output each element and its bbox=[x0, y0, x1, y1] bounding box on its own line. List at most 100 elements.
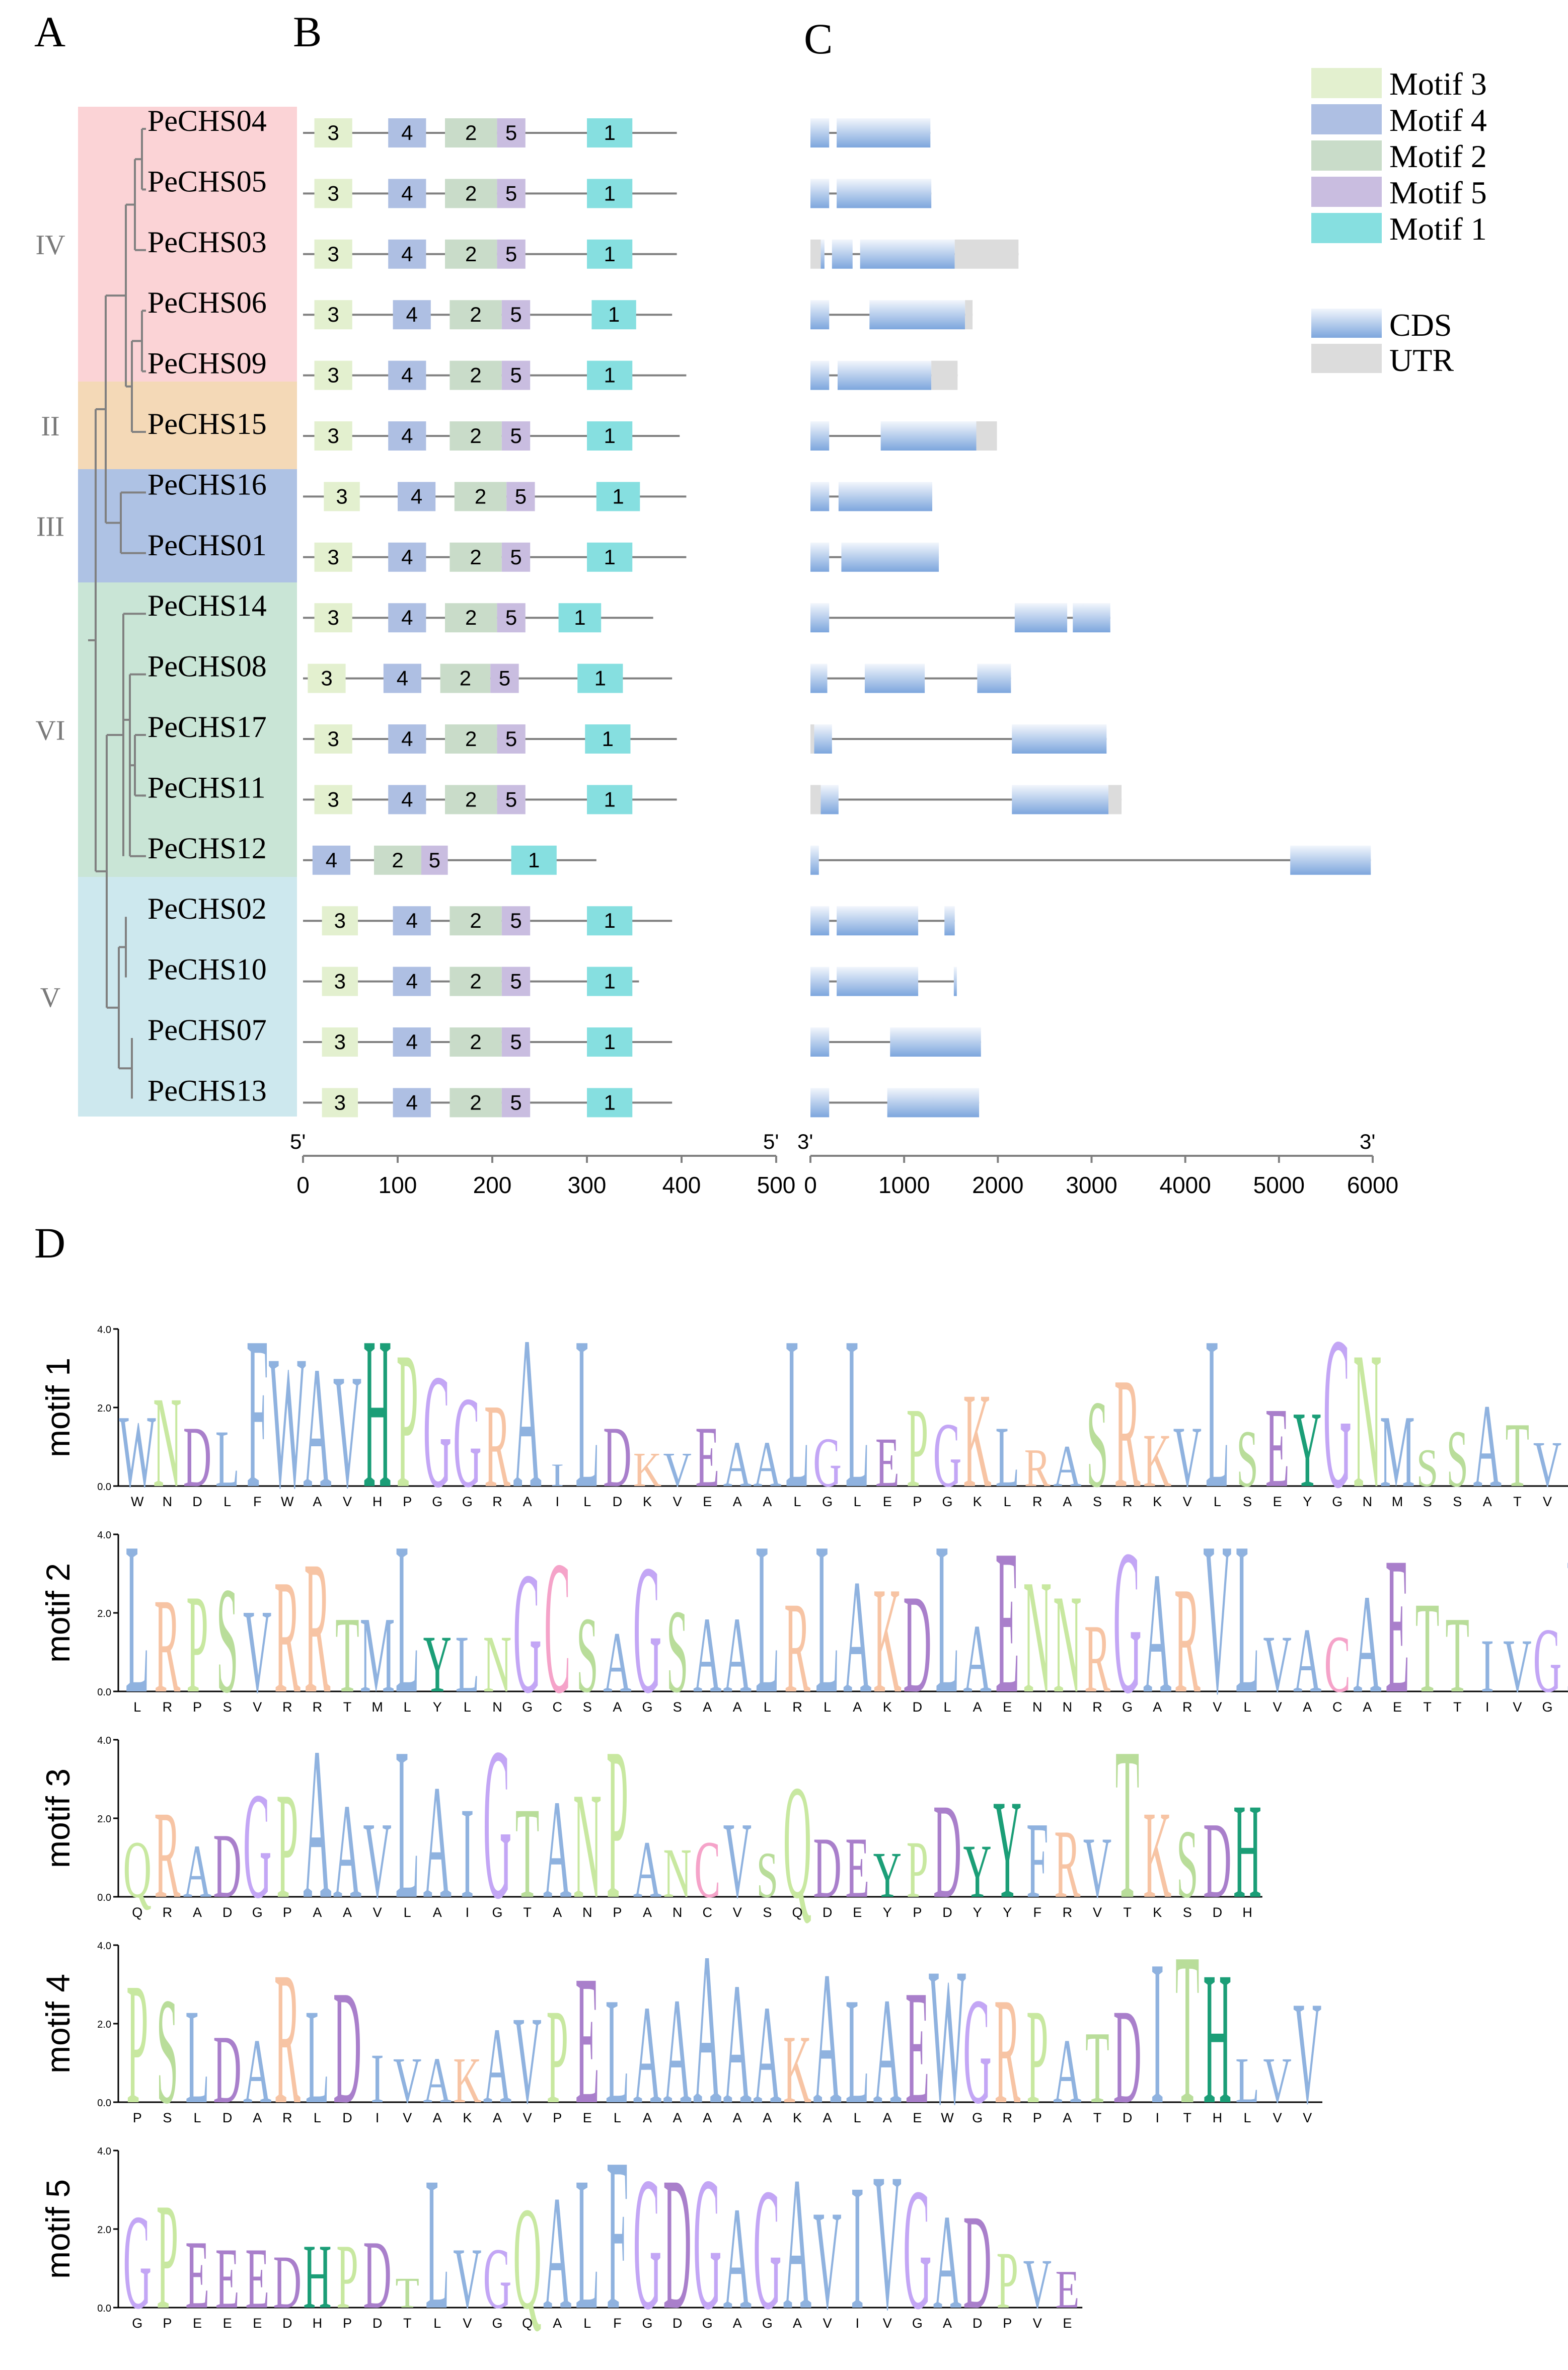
gene-name-PeCHS05: PeCHS05 bbox=[147, 165, 267, 198]
logo-letter: L bbox=[785, 1293, 809, 1534]
scale-axes: 0 100 200 300 400 500 5' 5' 0 1000 2000 3000 4000 500… bbox=[290, 1130, 1398, 1198]
motif-axis-tick-label: 100 bbox=[379, 1172, 417, 1198]
logo-consensus-letter: L bbox=[223, 1494, 231, 1509]
logo-letter: A bbox=[633, 1976, 661, 2133]
gene-structure-PeCHS17 bbox=[810, 724, 1107, 754]
logo-letter: E bbox=[575, 1937, 600, 2142]
motif-1-label: 1 bbox=[604, 787, 615, 811]
logo-consensus-letter: A bbox=[613, 1699, 622, 1715]
logo-letter: L bbox=[456, 1618, 480, 1710]
logo-y-tick-label: 4.0 bbox=[97, 1735, 111, 1746]
logo-consensus-letter: W bbox=[131, 1494, 144, 1509]
logo-letter: F bbox=[607, 2114, 628, 2355]
logo-consensus-letter: T bbox=[1123, 1905, 1132, 1920]
logo-consensus-letter: K bbox=[643, 1494, 652, 1509]
motif-axis-end-left: 5' bbox=[290, 1130, 306, 1153]
motif-2-label: 2 bbox=[392, 848, 403, 872]
cds-exon bbox=[814, 724, 832, 754]
logo-consensus-letter: L bbox=[433, 2316, 441, 2331]
logo-consensus-letter: G bbox=[942, 1494, 952, 1509]
logo-letter: A bbox=[303, 1331, 331, 1524]
logo-letter: Y bbox=[873, 1839, 902, 1911]
motif-5-box bbox=[501, 967, 531, 996]
logo-letter: S bbox=[216, 1556, 238, 1725]
logo-consensus-letter: R bbox=[492, 1494, 502, 1509]
logo-letter: V bbox=[1203, 1498, 1231, 1739]
logo-consensus-letter: Y bbox=[1003, 1905, 1012, 1920]
gene-structure-PeCHS13 bbox=[810, 1088, 980, 1118]
logo-letter: V bbox=[813, 2181, 841, 2338]
motif-1-box bbox=[587, 239, 633, 269]
logo-consensus-letter: A bbox=[1363, 1699, 1372, 1715]
logo-letter: P bbox=[397, 1311, 418, 1529]
logo-letter: A bbox=[423, 2044, 452, 2117]
motif-row-PeCHS11: 3 4 2 5 1 bbox=[303, 785, 677, 814]
logo-consensus-letter: D bbox=[673, 2316, 683, 2331]
logo-consensus-letter: A bbox=[1153, 1699, 1162, 1715]
clade-label-V: V bbox=[40, 982, 60, 1013]
motif-1-box bbox=[511, 845, 557, 875]
logo-consensus-letter: A bbox=[643, 2110, 652, 2125]
logo-consensus-letter: A bbox=[643, 1905, 652, 1920]
cds-exon bbox=[820, 239, 825, 269]
logo-letter: P bbox=[997, 2235, 1018, 2326]
motif-2-box bbox=[445, 239, 497, 269]
logo-consensus-letter: E bbox=[913, 2110, 922, 2125]
motif-2-box bbox=[450, 906, 502, 936]
motif-3-label: 3 bbox=[327, 545, 339, 569]
gene-structure-panel bbox=[810, 118, 1371, 1118]
sequence-logos: motif 10.02.04.0WW NN DD LL FF WW AA VV HH PP GG GG… bbox=[39, 1293, 1568, 2355]
logo-consensus-letter: D bbox=[913, 1699, 923, 1715]
logo-letter: T bbox=[1115, 1704, 1140, 1945]
logo-letter: R bbox=[1054, 1810, 1080, 1918]
logo-letter: G bbox=[1323, 1293, 1352, 1534]
cds-exon bbox=[977, 663, 1011, 693]
logo-title: motif 4 bbox=[39, 1974, 77, 2073]
cds-exon bbox=[944, 906, 955, 936]
logo-letter: R bbox=[1084, 1605, 1110, 1713]
gene-name-PeCHS07: PeCHS07 bbox=[147, 1013, 267, 1047]
motif-3-box bbox=[314, 785, 352, 814]
legend-swatch-motif1 bbox=[1311, 213, 1382, 243]
logo-letter: W bbox=[929, 1927, 966, 2145]
logo-consensus-letter: G bbox=[642, 1699, 652, 1715]
cds-exon bbox=[837, 906, 919, 936]
cds-exon bbox=[953, 967, 957, 996]
motif-row-PeCHS15: 3 4 2 5 1 bbox=[303, 421, 680, 451]
motif-1-label: 1 bbox=[612, 484, 624, 508]
logo-letter: E bbox=[1265, 1384, 1290, 1511]
logo-letter: I bbox=[461, 1780, 474, 1925]
motif-5-box bbox=[497, 785, 526, 814]
gene-axis-tick-label: 4000 bbox=[1159, 1172, 1211, 1198]
logo-letter: T bbox=[1445, 1595, 1469, 1716]
logo-letter: L bbox=[1206, 1293, 1230, 1534]
panel-label-a: A bbox=[34, 8, 65, 56]
motif-3-label: 3 bbox=[327, 181, 339, 205]
clade-label-II: II bbox=[41, 411, 59, 442]
logo-letter: D bbox=[183, 1409, 211, 1506]
motif-4-box bbox=[393, 967, 431, 996]
motif-2-label: 2 bbox=[465, 727, 477, 751]
logo-consensus-letter: S bbox=[1183, 1905, 1192, 1920]
logo-letter: L bbox=[995, 1409, 1019, 1506]
logo-letter: G bbox=[243, 1761, 271, 1930]
motif-3-box bbox=[314, 239, 352, 269]
motif-3-label: 3 bbox=[336, 484, 347, 508]
motif-2-box bbox=[450, 421, 502, 451]
motif-2-box bbox=[374, 845, 421, 875]
logo-letter: E bbox=[185, 2221, 209, 2329]
motif-2-label: 2 bbox=[470, 363, 481, 387]
motif-5-label: 5 bbox=[505, 121, 517, 144]
logo-consensus-letter: A bbox=[253, 2110, 262, 2125]
cds-exon bbox=[810, 542, 830, 572]
motif-row-PeCHS01: 3 4 2 5 1 bbox=[303, 542, 687, 572]
logo-letter: L bbox=[1235, 1498, 1259, 1739]
logo-letter: D bbox=[273, 2241, 302, 2325]
gene-name-PeCHS16: PeCHS16 bbox=[147, 468, 267, 501]
motif-5-label: 5 bbox=[510, 424, 521, 448]
cds-exon bbox=[864, 663, 925, 693]
logo-letter: V bbox=[1503, 1624, 1531, 1709]
logo-consensus-letter: E bbox=[223, 2316, 232, 2331]
logo-consensus-letter: N bbox=[673, 1905, 683, 1920]
logo-letter: R bbox=[274, 1546, 301, 1727]
